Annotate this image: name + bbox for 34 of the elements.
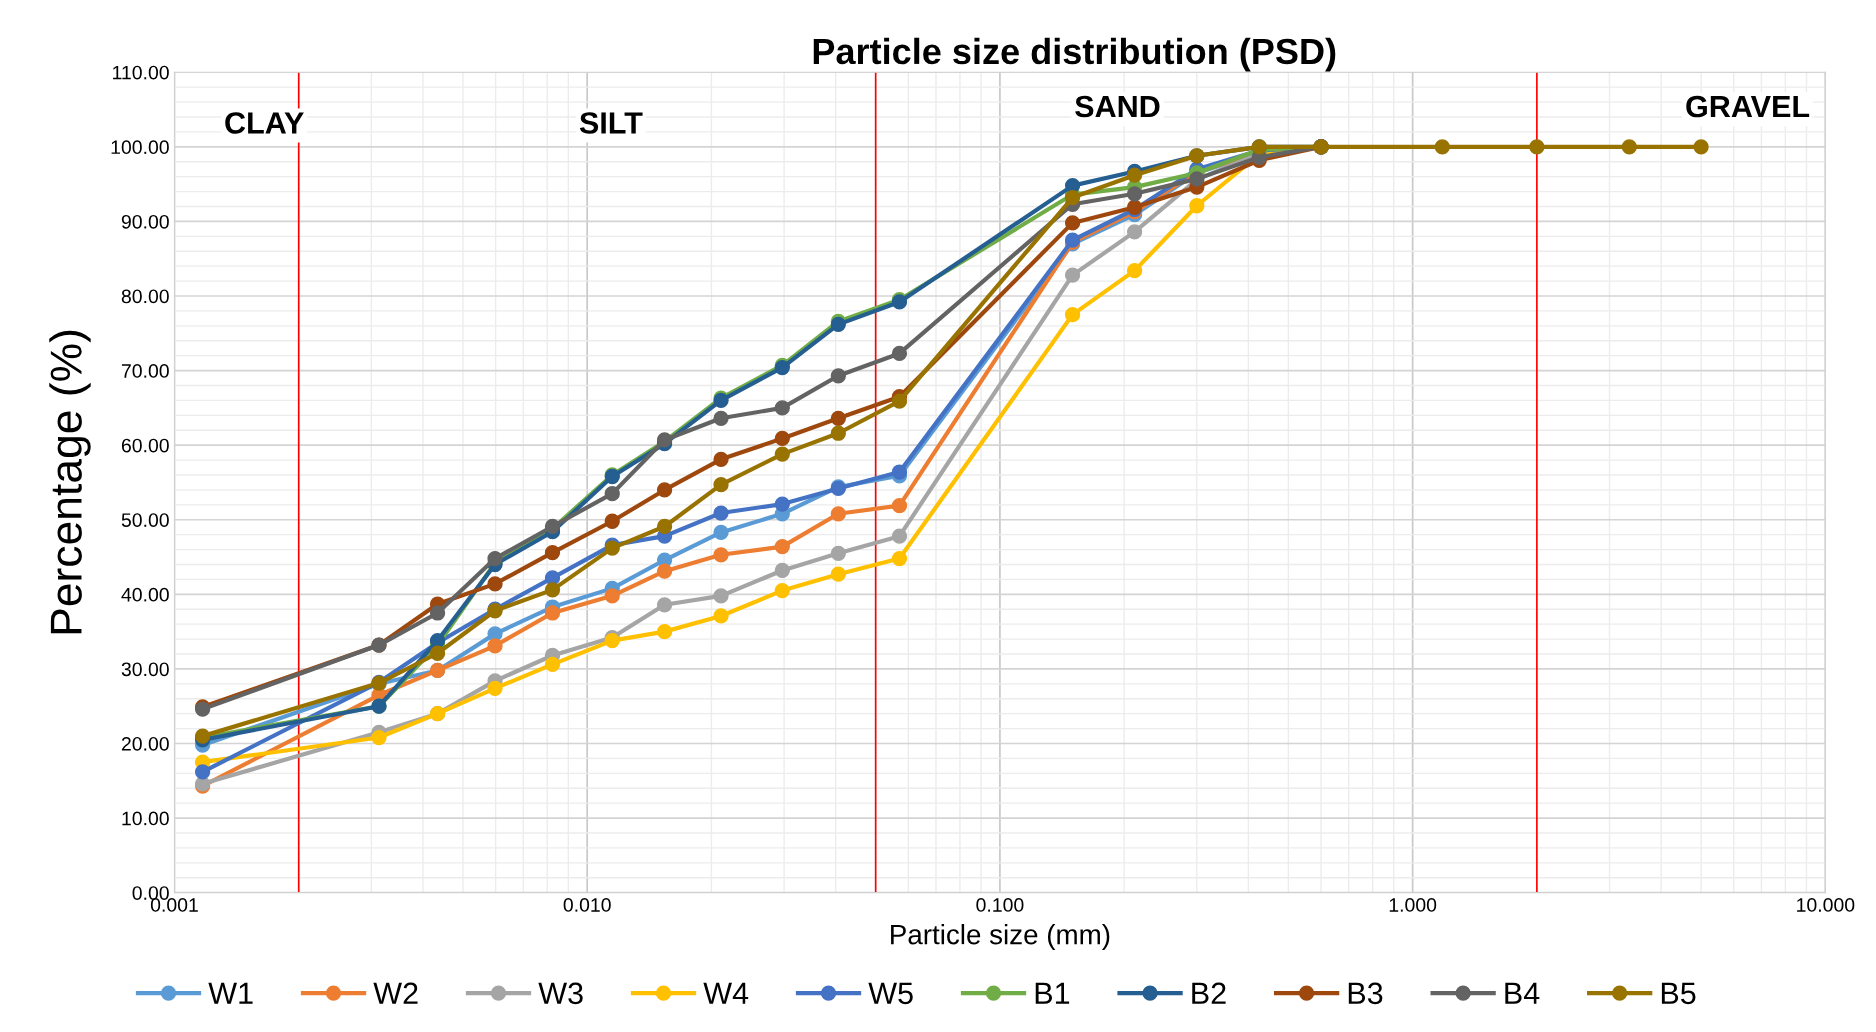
x-tick-label: 0.001: [150, 898, 198, 912]
y-tick-label: 100.00: [111, 140, 169, 155]
y-tick-label: 0.00: [132, 886, 169, 900]
y-tick-label: 20.00: [121, 736, 169, 751]
y-tick-label: 40.00: [121, 587, 169, 602]
legend-label: B2: [1192, 982, 1226, 1004]
y-tick-label: 50.00: [121, 513, 169, 527]
y-tick-label: 30.00: [121, 662, 169, 677]
chart-title: Particle size distribution (PSD): [813, 37, 1336, 72]
legend-label: W2: [373, 982, 418, 1004]
legend-label: B1: [1035, 982, 1070, 1004]
annotation: SAND: [1075, 95, 1160, 118]
legend-label: B5: [1661, 982, 1696, 1005]
legend-label: W1: [208, 982, 253, 1004]
annotation: CLAY: [225, 112, 304, 134]
legend-label: W5: [868, 982, 913, 1005]
legend-label: W3: [538, 982, 583, 1005]
annotation: GRAVEL: [1686, 95, 1810, 118]
y-tick-label: 10.00: [122, 811, 169, 826]
legend-label: B3: [1348, 982, 1383, 1005]
y-tick-label: 70.00: [121, 364, 169, 378]
x-tick-label: 0.010: [563, 898, 611, 912]
x-axis-title: Particle size (mm): [891, 924, 1110, 950]
annotation: SILT: [579, 112, 643, 134]
y-axis-title: Percentage (%): [49, 330, 91, 634]
legend-label: B4: [1505, 982, 1540, 1004]
x-tick-label: 1.000: [1389, 898, 1437, 912]
y-tick-label: 90.00: [121, 214, 169, 229]
x-tick-label: 0.100: [976, 898, 1024, 912]
y-tick-label: 110.00: [113, 65, 169, 80]
y-tick-label: 80.00: [121, 289, 169, 304]
y-tick-label: 60.00: [121, 438, 169, 453]
legend-label: W4: [703, 982, 749, 1004]
x-tick-label: 10.000: [1797, 898, 1855, 912]
